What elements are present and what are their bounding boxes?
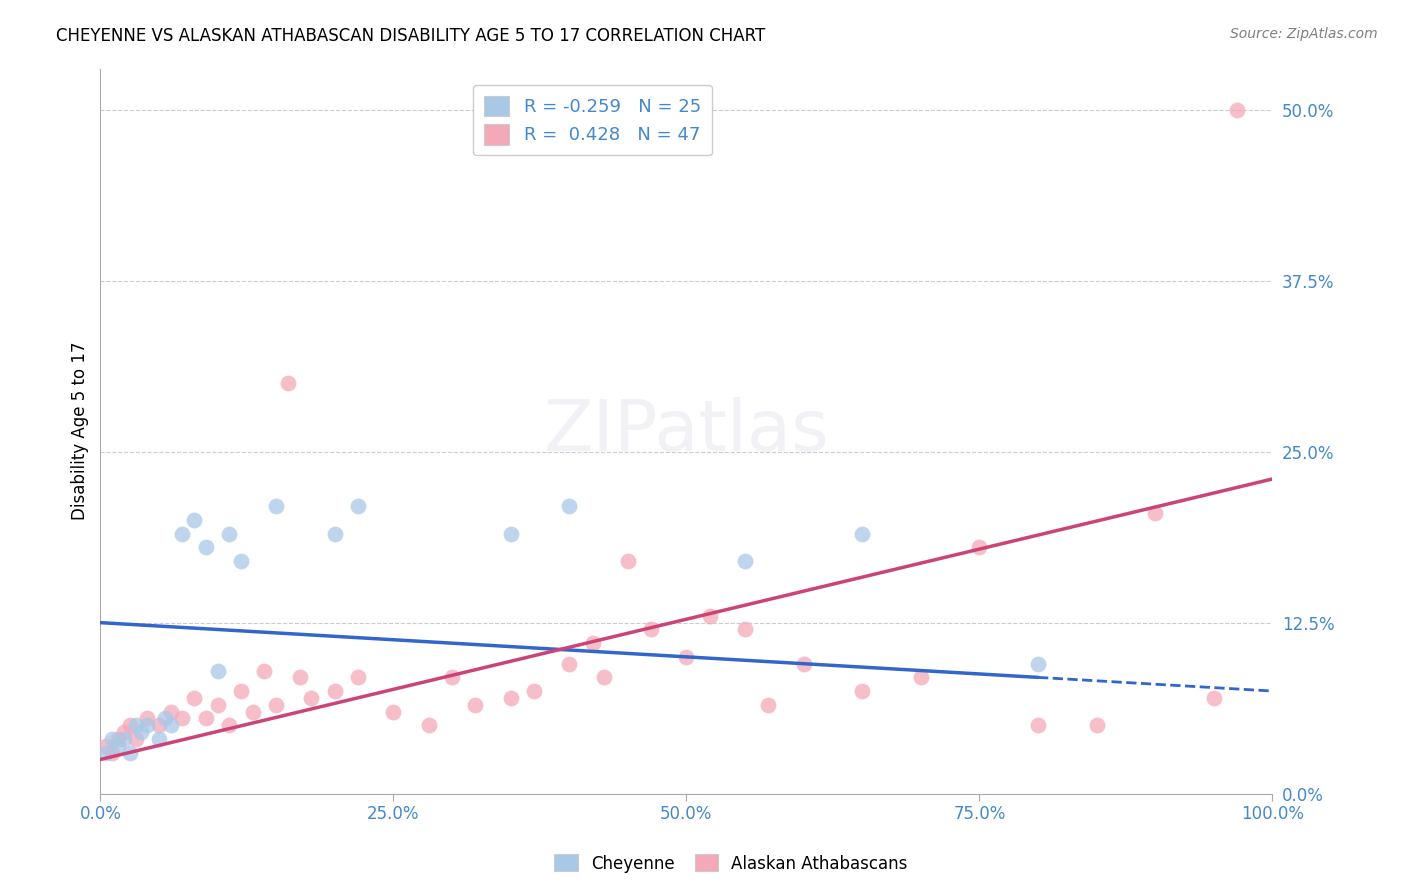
Point (264, 698, 287, 712)
Point (323, 526, 346, 541)
Point (229, 684, 252, 698)
Point (1026, 657, 1049, 671)
Point (107, 739, 129, 753)
Point (148, 718, 170, 732)
Point (172, 711, 194, 725)
Point (1026, 718, 1049, 732)
Point (347, 670, 370, 684)
Point (136, 711, 159, 725)
Legend: R = -0.259   N = 25, R =  0.428   N = 47: R = -0.259 N = 25, R = 0.428 N = 47 (474, 85, 711, 155)
Point (558, 500, 581, 514)
Point (910, 670, 932, 684)
Point (96, 746, 118, 760)
Point (299, 690, 322, 705)
Point (131, 725, 153, 739)
Point (288, 670, 311, 684)
Point (159, 718, 181, 732)
Point (124, 731, 146, 746)
Point (523, 684, 546, 698)
Point (323, 684, 346, 698)
Point (118, 746, 141, 760)
Point (1202, 690, 1225, 705)
Point (347, 500, 370, 514)
Point (159, 705, 181, 719)
Y-axis label: Disability Age 5 to 17: Disability Age 5 to 17 (72, 342, 89, 520)
Point (264, 500, 287, 514)
Point (382, 705, 405, 719)
Point (851, 684, 873, 698)
Point (229, 554, 252, 568)
Point (136, 718, 159, 732)
Point (640, 623, 662, 637)
Point (148, 731, 170, 746)
Point (96, 739, 118, 753)
Point (581, 636, 603, 650)
Text: Source: ZipAtlas.com: Source: ZipAtlas.com (1230, 27, 1378, 41)
Point (734, 554, 756, 568)
Point (1226, 103, 1249, 117)
Point (253, 664, 276, 678)
Point (112, 725, 135, 739)
Point (593, 670, 616, 684)
Point (183, 690, 205, 705)
Point (118, 718, 141, 732)
Legend: Cheyenne, Alaskan Athabascans: Cheyenne, Alaskan Athabascans (548, 847, 914, 880)
Point (101, 731, 124, 746)
Point (969, 541, 991, 555)
Text: ZIPatlas: ZIPatlas (544, 397, 830, 466)
Point (558, 657, 581, 671)
Point (499, 690, 522, 705)
Point (793, 657, 815, 671)
Point (758, 698, 780, 712)
Point (851, 526, 873, 541)
Point (277, 376, 299, 391)
Point (1085, 718, 1108, 732)
Point (183, 513, 205, 527)
Point (101, 746, 124, 760)
Point (107, 731, 129, 746)
Point (124, 718, 146, 732)
Point (218, 526, 240, 541)
Point (207, 698, 229, 712)
Text: CHEYENNE VS ALASKAN ATHABASCAN DISABILITY AGE 5 TO 17 CORRELATION CHART: CHEYENNE VS ALASKAN ATHABASCAN DISABILIT… (56, 27, 765, 45)
Point (194, 541, 217, 555)
Point (499, 526, 522, 541)
Point (112, 731, 135, 746)
Point (418, 718, 440, 732)
Point (616, 554, 638, 568)
Point (172, 526, 194, 541)
Point (242, 705, 264, 719)
Point (207, 664, 229, 678)
Point (675, 649, 697, 664)
Point (194, 711, 217, 725)
Point (699, 608, 721, 623)
Point (464, 698, 486, 712)
Point (734, 623, 756, 637)
Point (440, 670, 463, 684)
Point (1144, 506, 1167, 520)
Point (153, 711, 176, 725)
Point (218, 718, 240, 732)
